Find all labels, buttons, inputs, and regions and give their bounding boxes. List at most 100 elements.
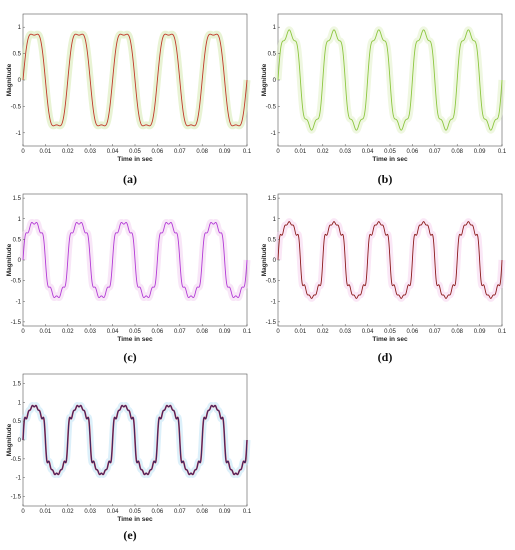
x-tick-label: 0.02 [317,149,329,155]
chart-c: 0 0.01 0.02 0.03 0.04 0.05 0.06 0.07 0.08 0.09 0.1… [6,193,252,343]
x-tick-label: 0.08 [196,149,208,155]
y-tick-label: -1.5 [11,495,22,501]
y-tick-label: 1 [18,25,22,31]
y-tick-label: 0 [273,258,277,264]
x-tick-label: 0.06 [407,329,419,335]
y-tick-label: -1.5 [266,320,277,326]
y-axis-label: Magnitude [6,423,13,456]
chart-d: 0 0.01 0.02 0.03 0.04 0.05 0.06 0.07 0.08 0.09 0.1… [261,193,507,343]
y-tick-label: 1.5 [13,381,22,387]
caption-c: (c) [123,350,137,364]
x-tick-label: 0.09 [219,149,231,155]
x-tick-label: 0.02 [62,149,74,155]
x-tick-label: 0.05 [129,509,141,515]
x-tick-label: 0.03 [84,329,96,335]
x-tick-label: 0.05 [129,329,141,335]
x-tick-label: 0.03 [339,149,351,155]
y-tick-label: 1.5 [268,196,277,202]
panel-b: 0 0.01 0.02 0.03 0.04 0.05 0.06 0.07 0.08 0.09 0.1… [260,10,510,190]
y-tick-label: 1 [273,217,277,223]
y-axis-label: Magnitude [6,243,13,276]
y-axis-label: Magnitude [6,63,13,96]
y-axis-label: Magnitude [261,243,268,276]
y-tick-label: -0.5 [11,104,22,110]
x-axis-label: Time in sec [117,156,153,163]
caption-d: (d) [377,350,393,364]
x-tick-label: 0.04 [107,149,119,155]
x-tick-label: 0.05 [384,329,396,335]
x-axis-label: Time in sec [117,516,153,523]
y-tick-label: -0.5 [11,457,22,463]
x-tick-label: 0.09 [474,329,486,335]
signal-line [277,29,503,131]
x-tick-label: 0.01 [40,329,52,335]
y-tick-label: 0.5 [13,52,22,58]
x-tick-label: 0.04 [107,329,119,335]
x-tick-label: 0.1 [243,329,252,335]
x-tick-label: 0.1 [243,149,252,155]
y-tick-label: -0.5 [11,279,22,285]
y-tick-label: 0.5 [268,52,277,58]
x-tick-label: 0.03 [339,329,351,335]
x-tick-label: 0.04 [362,329,374,335]
x-tick-label: 0.09 [219,509,231,515]
x-tick-label: 0.07 [174,509,186,515]
x-tick-label: 0.06 [152,329,164,335]
signal-line [22,33,248,127]
chart-b: 0 0.01 0.02 0.03 0.04 0.05 0.06 0.07 0.08 0.09 0.1… [261,13,507,163]
y-tick-label: -1 [271,299,277,305]
y-tick-label: -1 [16,131,22,137]
chart-e: 0 0.01 0.02 0.03 0.04 0.05 0.06 0.07 0.08 0.09 0.1… [6,373,252,523]
x-tick-label: 0.02 [62,509,74,515]
y-tick-label: -1 [16,299,22,305]
panel-c: 0 0.01 0.02 0.03 0.04 0.05 0.06 0.07 0.08 0.09 0.1… [5,190,255,370]
x-tick-label: 0.06 [152,509,164,515]
y-tick-label: 0 [18,438,22,444]
x-tick-label: 0.02 [62,329,74,335]
x-axis-label: Time in sec [117,336,153,343]
y-tick-label: 0.5 [13,237,22,243]
x-tick-label: 0.03 [84,149,96,155]
y-tick-label: 0.5 [13,419,22,425]
x-tick-label: 0.07 [174,149,186,155]
x-tick-label: 0 [276,329,280,335]
caption-a: (a) [123,172,137,186]
x-tick-label: 0.01 [40,149,52,155]
x-tick-label: 0.1 [498,149,507,155]
x-tick-label: 0.01 [295,149,307,155]
x-tick-label: 0.06 [407,149,419,155]
x-tick-label: 0.07 [429,149,441,155]
x-tick-label: 0.09 [219,329,231,335]
y-tick-label: 1 [273,25,277,31]
x-tick-label: 0.08 [451,329,463,335]
y-tick-label: -1 [271,131,277,137]
x-tick-label: 0.05 [384,149,396,155]
y-tick-label: 0 [18,78,22,84]
x-tick-label: 0.08 [196,509,208,515]
panel-a: 0 0.01 0.02 0.03 0.04 0.05 0.06 0.07 0.08 0.09 0.1… [5,10,255,190]
x-tick-label: 0.02 [317,329,329,335]
x-tick-label: 0.08 [196,329,208,335]
x-tick-label: 0.05 [129,149,141,155]
signal-line [22,222,248,298]
y-tick-label: 0 [273,78,277,84]
y-axis-label: Magnitude [261,63,268,96]
signal-line [22,405,248,475]
x-tick-label: 0.09 [474,149,486,155]
x-axis-label: Time in sec [372,336,408,343]
x-axis-label: Time in sec [372,156,408,163]
x-tick-label: 0 [21,329,25,335]
x-tick-label: 0.03 [84,509,96,515]
y-tick-label: 1.5 [13,196,22,202]
signal-line [277,221,503,299]
y-tick-label: 0.5 [268,237,277,243]
x-tick-label: 0.04 [362,149,374,155]
panel-e: 0 0.01 0.02 0.03 0.04 0.05 0.06 0.07 0.08 0.09 0.1… [5,370,255,550]
y-tick-label: 1 [18,217,22,223]
caption-e: (e) [123,528,137,542]
x-tick-label: 0.07 [429,329,441,335]
y-tick-label: -0.5 [266,104,277,110]
x-tick-label: 0.07 [174,329,186,335]
y-tick-label: 0 [18,258,22,264]
x-tick-label: 0 [276,149,280,155]
